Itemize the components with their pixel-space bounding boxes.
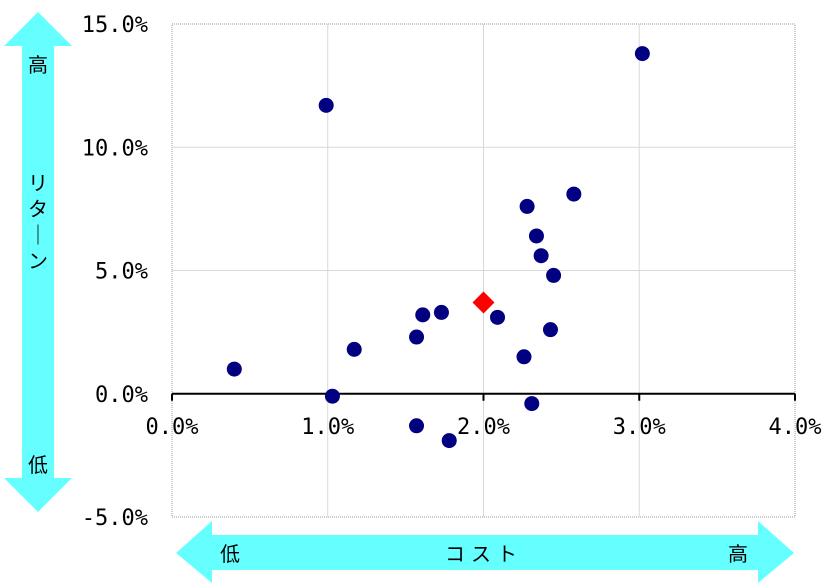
data-point: [528, 228, 544, 244]
x-tick-label: 3.0%: [613, 415, 666, 440]
data-point: [441, 433, 457, 449]
x-tick-label: 1.0%: [301, 415, 354, 440]
x-tick-label: 2.0%: [457, 415, 510, 440]
x-axis-label: コスト: [445, 542, 523, 566]
y-tick-labels: 15.0% 10.0% 5.0% 0.0% -5.0%: [82, 13, 148, 531]
data-point: [409, 329, 425, 345]
data-points: [226, 46, 650, 449]
y-tick-label: 15.0%: [82, 13, 148, 38]
return-arrow: 高 低 リタ｜ン: [4, 12, 72, 512]
data-point: [546, 267, 562, 283]
x-tick-labels: 0.0% 1.0% 2.0% 3.0% 4.0%: [146, 415, 822, 440]
data-point: [318, 97, 334, 113]
data-point: [415, 307, 431, 323]
data-point: [346, 341, 362, 357]
return-arrow-shape: [4, 12, 72, 512]
data-point: [533, 248, 549, 264]
y-tick-label: 0.0%: [95, 383, 148, 408]
data-point: [490, 309, 506, 325]
y-low-label: 低: [28, 453, 48, 477]
data-point: [519, 198, 535, 214]
data-point: [433, 304, 449, 320]
data-point: [634, 46, 650, 62]
x-high-label: 高: [728, 542, 748, 566]
cost-arrow: 低 高 コスト: [176, 521, 794, 583]
x-tick-label: 4.0%: [769, 415, 822, 440]
data-point: [226, 361, 242, 377]
x-low-label: 低: [220, 542, 240, 566]
data-point: [516, 349, 532, 365]
x-tick-label: 0.0%: [146, 415, 199, 440]
y-high-label: 高: [28, 53, 48, 77]
y-tick-label: 5.0%: [95, 260, 148, 285]
data-point: [566, 186, 582, 202]
data-point: [324, 388, 340, 404]
data-point: [409, 418, 425, 434]
highlight-point: [472, 291, 495, 314]
cost-arrow-shape: [176, 521, 794, 583]
data-point: [542, 322, 558, 338]
data-point: [524, 396, 540, 412]
y-tick-label: -5.0%: [82, 506, 148, 531]
y-axis-label: リタ｜ン: [28, 171, 48, 273]
y-tick-label: 10.0%: [82, 136, 148, 161]
